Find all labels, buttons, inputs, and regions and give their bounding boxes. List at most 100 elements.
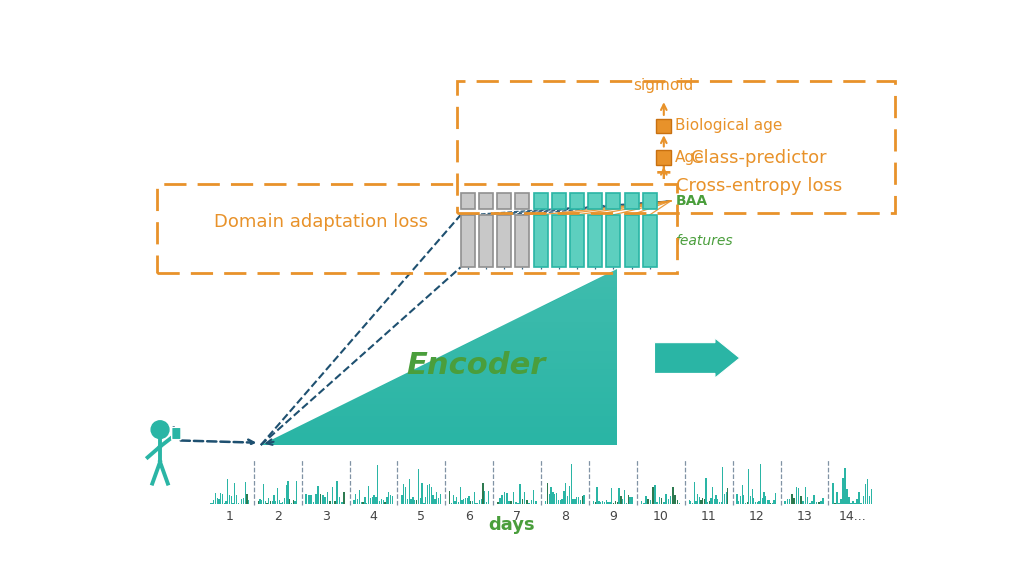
Bar xyxy=(400,496,403,504)
Bar xyxy=(581,496,582,504)
Bar xyxy=(388,492,389,504)
FancyBboxPatch shape xyxy=(533,215,547,267)
Bar xyxy=(312,502,314,504)
Bar xyxy=(605,500,606,504)
Bar xyxy=(268,498,269,504)
Bar xyxy=(355,494,356,504)
Bar xyxy=(553,494,555,504)
Bar xyxy=(651,486,653,504)
Bar xyxy=(465,498,466,504)
FancyBboxPatch shape xyxy=(656,150,671,165)
Bar xyxy=(247,494,248,504)
Bar xyxy=(784,501,786,504)
FancyBboxPatch shape xyxy=(624,215,638,267)
Bar xyxy=(795,486,797,504)
Bar xyxy=(403,484,404,504)
Bar xyxy=(294,501,296,504)
Bar xyxy=(870,489,871,504)
Polygon shape xyxy=(474,334,616,340)
Bar xyxy=(748,469,749,504)
Bar xyxy=(519,484,521,504)
Bar xyxy=(662,502,664,504)
Text: 7: 7 xyxy=(513,510,521,524)
Bar xyxy=(473,492,475,504)
Polygon shape xyxy=(534,304,616,311)
Bar xyxy=(232,503,233,504)
Text: 3: 3 xyxy=(321,510,329,524)
Bar xyxy=(507,501,510,504)
Bar xyxy=(569,486,570,504)
Bar xyxy=(513,492,514,504)
Bar xyxy=(703,500,704,504)
Bar xyxy=(416,500,417,504)
Bar xyxy=(340,502,342,504)
Bar xyxy=(264,501,266,504)
Bar xyxy=(430,487,431,504)
Bar xyxy=(862,496,863,504)
Bar xyxy=(767,500,769,504)
Bar xyxy=(322,495,323,504)
Bar xyxy=(453,501,455,504)
Bar xyxy=(498,498,500,504)
Bar xyxy=(324,497,326,504)
Bar xyxy=(240,498,243,504)
Bar xyxy=(696,493,698,504)
Bar xyxy=(786,499,788,504)
Bar xyxy=(736,494,737,504)
Bar xyxy=(282,502,283,504)
Bar xyxy=(276,488,278,504)
Bar xyxy=(450,503,451,504)
Bar xyxy=(463,499,464,504)
FancyBboxPatch shape xyxy=(551,193,566,208)
Bar xyxy=(414,500,415,504)
Bar xyxy=(479,501,480,504)
Bar xyxy=(484,490,485,504)
Text: 11: 11 xyxy=(700,510,716,524)
Bar xyxy=(435,492,437,504)
Bar xyxy=(437,498,439,504)
Bar xyxy=(757,501,759,504)
Bar xyxy=(480,499,481,504)
Bar xyxy=(688,500,689,504)
Text: features: features xyxy=(675,234,733,248)
Bar xyxy=(624,490,625,504)
Bar xyxy=(366,503,367,504)
Bar xyxy=(228,495,230,504)
Polygon shape xyxy=(463,340,616,345)
Bar xyxy=(565,483,566,504)
Bar xyxy=(382,500,383,504)
Bar xyxy=(821,498,823,504)
Bar xyxy=(548,494,549,504)
Bar xyxy=(629,497,630,504)
Bar xyxy=(562,491,564,504)
Bar xyxy=(817,502,819,504)
Bar xyxy=(756,502,757,504)
Bar xyxy=(819,501,821,504)
Text: Domain adaptation loss: Domain adaptation loss xyxy=(214,213,428,231)
Polygon shape xyxy=(438,351,616,357)
Bar xyxy=(649,500,651,504)
Bar xyxy=(810,501,812,504)
Bar xyxy=(832,482,833,504)
Bar xyxy=(705,478,706,504)
Bar xyxy=(559,500,560,504)
Bar xyxy=(505,493,507,504)
Bar xyxy=(721,467,722,504)
Bar xyxy=(852,501,853,504)
Bar xyxy=(329,501,330,504)
Bar xyxy=(439,494,440,504)
Bar xyxy=(860,502,861,504)
Bar xyxy=(666,500,668,504)
Bar xyxy=(370,498,371,504)
Bar xyxy=(496,502,498,504)
Bar xyxy=(572,498,573,504)
FancyBboxPatch shape xyxy=(606,215,620,267)
Bar xyxy=(751,489,752,504)
Bar xyxy=(642,503,644,504)
Bar xyxy=(774,493,775,504)
Bar xyxy=(510,501,512,504)
Bar xyxy=(618,488,620,504)
Bar xyxy=(669,496,671,504)
Bar xyxy=(521,500,523,504)
Bar xyxy=(743,495,744,504)
